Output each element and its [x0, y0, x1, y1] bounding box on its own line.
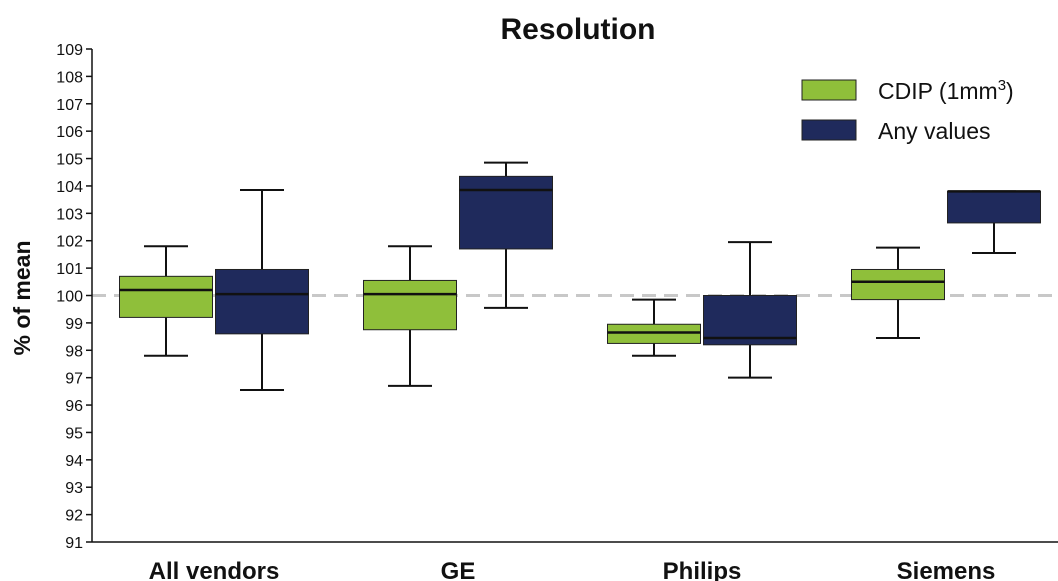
y-tick-label-106: 106 — [56, 124, 83, 141]
y-tick-label-102: 102 — [56, 234, 83, 251]
box-iqr — [215, 268, 309, 335]
y-axis-label: % of mean — [9, 240, 35, 355]
box-0-0 — [119, 245, 213, 357]
y-tick-label-109: 109 — [56, 42, 83, 59]
y-tick-label-99: 99 — [65, 316, 83, 333]
y-tick-label-97: 97 — [65, 371, 83, 388]
legend-swatch-0 — [801, 79, 857, 101]
boxes-layer — [119, 161, 1041, 391]
y-tick-label-98: 98 — [65, 343, 83, 360]
box-0-2 — [607, 298, 701, 357]
axes-layer: 91 92 93 94 95 96 97 98 99 100 101 102 103 104 105 106 1… — [56, 42, 1058, 581]
x-tick-label-0: All vendors — [149, 558, 280, 581]
y-tick-label-107: 107 — [56, 97, 83, 114]
legend-label-1: Any values — [878, 118, 991, 144]
box-iqr — [363, 279, 457, 331]
y-tick-label-104: 104 — [56, 179, 83, 196]
legend-label-0: CDIP (1mm3) — [878, 77, 1014, 104]
legend: CDIP (1mm3) Any values — [801, 77, 1014, 144]
y-tick-label-105: 105 — [56, 152, 83, 169]
box-1-1 — [459, 161, 553, 309]
x-tick-label-3: Siemens — [897, 558, 996, 581]
box-0-3 — [851, 246, 945, 339]
chart-title: Resolution — [501, 13, 656, 46]
x-tick-label-2: Philips — [663, 558, 742, 581]
box-1-2 — [703, 241, 797, 379]
y-tick-label-91: 91 — [65, 535, 83, 552]
x-tick-label-1: GE — [441, 558, 476, 581]
y-tick-label-103: 103 — [56, 206, 83, 223]
y-tick-label-92: 92 — [65, 508, 83, 525]
y-tick-label-100: 100 — [56, 289, 83, 306]
legend-swatch-1 — [801, 119, 857, 141]
y-tick-label-93: 93 — [65, 480, 83, 497]
y-tick-label-94: 94 — [65, 453, 83, 470]
box-1-0 — [215, 189, 309, 391]
y-tick-label-108: 108 — [56, 69, 83, 86]
box-0-1 — [363, 245, 457, 387]
box-1-3 — [947, 190, 1041, 255]
box-iqr — [851, 268, 945, 301]
y-tick-label-96: 96 — [65, 398, 83, 415]
y-tick-label-101: 101 — [56, 261, 83, 278]
box-iqr — [947, 190, 1041, 224]
box-iqr — [119, 275, 213, 318]
y-tick-label-95: 95 — [65, 425, 83, 442]
box-iqr — [459, 175, 553, 250]
box-iqr — [703, 295, 797, 346]
box-iqr — [607, 323, 701, 344]
